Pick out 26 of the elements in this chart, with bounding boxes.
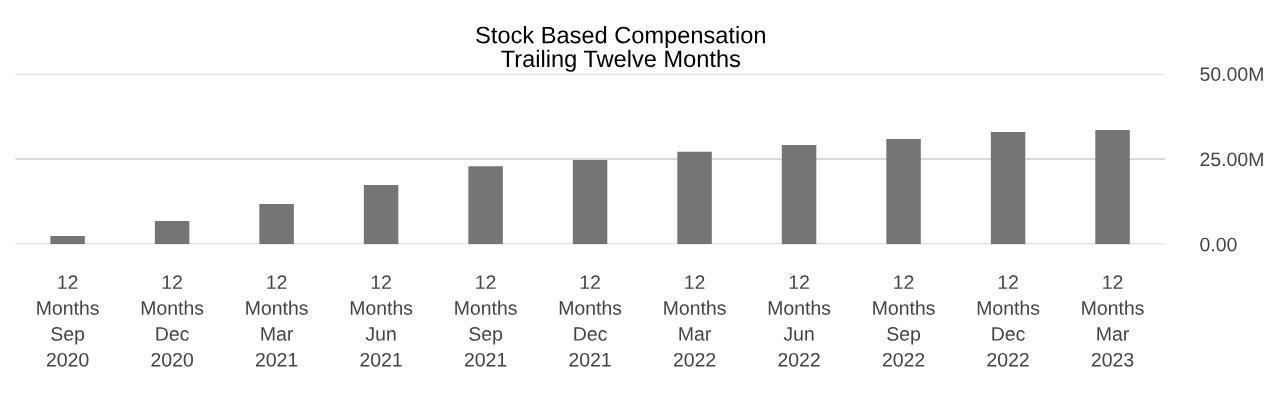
chart-title: Stock Based Compensation Trailing Twelve Months — [476, 26, 765, 72]
x-tick-label: 12 Months Sep 2022 — [873, 275, 935, 367]
x-tick-label: 12 Months Mar 2023 — [1082, 275, 1144, 367]
x-tick-label: 12 Months Mar 2021 — [246, 275, 308, 367]
x-tick-label: 12 Months Jun 2022 — [768, 275, 831, 367]
x-tick-label: 12 Months Dec 2020 — [141, 275, 204, 367]
y-tick-label: 50.00M — [1200, 67, 1263, 82]
bar — [677, 151, 712, 245]
bar — [468, 166, 503, 245]
x-tick-label: 12 Months Sep 2020 — [37, 275, 99, 367]
bar — [154, 221, 190, 245]
y-tick-label: 0.00 — [1200, 237, 1237, 252]
bar — [50, 236, 85, 245]
bar — [363, 184, 399, 245]
bar — [572, 160, 608, 245]
bar — [259, 203, 294, 245]
x-tick-label: 12 Months Sep 2021 — [455, 275, 517, 367]
x-tick-label: 12 Months Dec 2021 — [559, 275, 622, 367]
bar — [990, 132, 1026, 245]
x-tick-label: 12 Months Dec 2022 — [977, 275, 1040, 367]
x-tick-label: 12 Months Jun 2021 — [350, 275, 413, 367]
x-tick-label: 12 Months Mar 2022 — [664, 275, 726, 367]
bar — [1095, 130, 1130, 245]
bar — [886, 138, 921, 245]
y-tick-label: 25.00M — [1200, 152, 1263, 167]
bar — [781, 145, 817, 245]
